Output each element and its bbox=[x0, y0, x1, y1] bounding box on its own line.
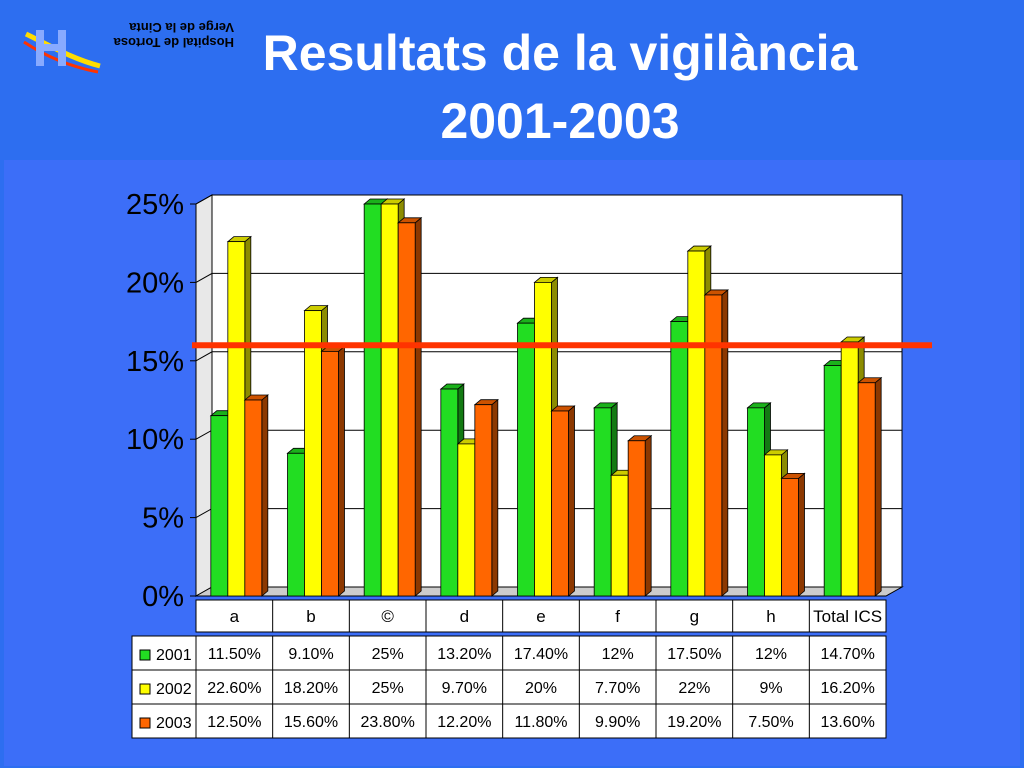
y-tick-label: 15% bbox=[126, 346, 184, 378]
data-label: 18.20% bbox=[284, 680, 338, 697]
data-table bbox=[131, 635, 887, 739]
data-label: 12.20% bbox=[437, 714, 491, 731]
data-label: 13.60% bbox=[821, 714, 875, 731]
bar bbox=[823, 365, 842, 597]
data-label: 19.20% bbox=[667, 714, 721, 731]
bar bbox=[363, 203, 382, 597]
bar-side bbox=[721, 289, 729, 597]
bar-side bbox=[338, 345, 345, 597]
category-row bbox=[195, 599, 887, 633]
bar bbox=[457, 443, 476, 597]
page-subtitle: 2001-2003 bbox=[440, 93, 680, 149]
bar-side bbox=[491, 398, 499, 597]
bar bbox=[627, 440, 646, 597]
data-label: 12% bbox=[755, 646, 787, 663]
bar bbox=[610, 474, 629, 597]
data-label: 12.50% bbox=[207, 714, 261, 731]
data-label: 13.20% bbox=[437, 646, 491, 663]
y-tick-label: 20% bbox=[126, 267, 184, 299]
bar bbox=[704, 294, 723, 597]
data-label: 20% bbox=[525, 680, 557, 697]
page-title: Resultats de la vigilància bbox=[262, 25, 858, 81]
x-tick-label: © bbox=[381, 607, 394, 626]
bar bbox=[551, 410, 569, 597]
data-label: 16.20% bbox=[821, 680, 875, 697]
x-tick-label: e bbox=[536, 607, 545, 626]
data-label: 23.80% bbox=[361, 714, 415, 731]
legend-swatch bbox=[139, 717, 151, 729]
y-tick-label: 10% bbox=[126, 424, 184, 456]
data-label: 12% bbox=[602, 646, 634, 663]
bar bbox=[857, 382, 876, 597]
gridline bbox=[195, 194, 902, 205]
data-label: 11.80% bbox=[514, 714, 567, 731]
legend-swatch bbox=[139, 649, 151, 661]
bar bbox=[474, 404, 493, 597]
x-tick-label: h bbox=[766, 607, 775, 626]
y-tick-label: 5% bbox=[142, 503, 184, 535]
bar bbox=[227, 241, 246, 597]
bar-chart: 0% 5% 10% 15% 20% 25% a b © d e f g h Total ICS 2001 11.… bbox=[126, 189, 932, 739]
x-tick-label: d bbox=[460, 607, 469, 626]
data-label: 11.50% bbox=[208, 646, 261, 663]
bar-side bbox=[798, 472, 805, 597]
data-label: 9.10% bbox=[288, 646, 333, 663]
bar bbox=[670, 321, 689, 597]
plot-side-wall bbox=[195, 194, 213, 597]
bar bbox=[440, 388, 459, 597]
data-label: 9% bbox=[759, 680, 782, 697]
bar-side bbox=[568, 405, 575, 597]
bar bbox=[321, 350, 339, 597]
x-tick-label: a bbox=[230, 607, 240, 626]
bar-side bbox=[644, 434, 652, 597]
data-label: 9.70% bbox=[442, 680, 487, 697]
y-tick-label: 25% bbox=[126, 189, 184, 221]
bar bbox=[380, 203, 399, 597]
data-label: 17.40% bbox=[514, 646, 568, 663]
data-label: 22% bbox=[678, 680, 710, 697]
data-label: 7.50% bbox=[748, 714, 793, 731]
bar bbox=[781, 477, 799, 597]
data-label: 25% bbox=[372, 646, 404, 663]
logo-mark-icon bbox=[23, 30, 101, 74]
x-tick-label: Total ICS bbox=[813, 607, 882, 626]
data-label: 9.90% bbox=[595, 714, 640, 731]
data-label: 14.70% bbox=[821, 646, 875, 663]
bar-side bbox=[414, 216, 422, 597]
bar bbox=[534, 282, 552, 597]
x-tick-label: b bbox=[306, 607, 315, 626]
data-label: 22.60% bbox=[207, 680, 261, 697]
y-tick-label: 0% bbox=[142, 581, 184, 613]
chart-panel: 0% 5% 10% 15% 20% 25% a b © d e f g h Total ICS 2001 11.… bbox=[4, 160, 1020, 766]
bar bbox=[593, 407, 612, 597]
hospital-logo: Hospital de Tortosa Verge de la Cinta bbox=[22, 14, 234, 76]
legend-swatch bbox=[139, 683, 151, 695]
legend-label: 2003 bbox=[156, 715, 192, 732]
x-tick-label: f bbox=[615, 607, 620, 626]
data-label: 15.60% bbox=[284, 714, 338, 731]
data-label: 7.70% bbox=[595, 680, 640, 697]
bar bbox=[244, 399, 263, 597]
bar-side bbox=[261, 394, 269, 597]
bar bbox=[687, 250, 706, 597]
bar bbox=[287, 452, 305, 597]
bar bbox=[210, 415, 229, 597]
x-tick-label: g bbox=[690, 607, 699, 626]
data-label: 17.50% bbox=[667, 646, 721, 663]
bar bbox=[764, 454, 782, 597]
data-label: 25% bbox=[372, 680, 404, 697]
bar bbox=[747, 407, 765, 597]
bar bbox=[517, 322, 535, 597]
gridline bbox=[195, 272, 902, 283]
bar bbox=[840, 341, 859, 597]
bar bbox=[304, 310, 322, 597]
legend-label: 2001 bbox=[156, 647, 192, 664]
bar bbox=[397, 222, 416, 597]
bar-side bbox=[874, 376, 882, 597]
legend-label: 2002 bbox=[156, 681, 192, 698]
